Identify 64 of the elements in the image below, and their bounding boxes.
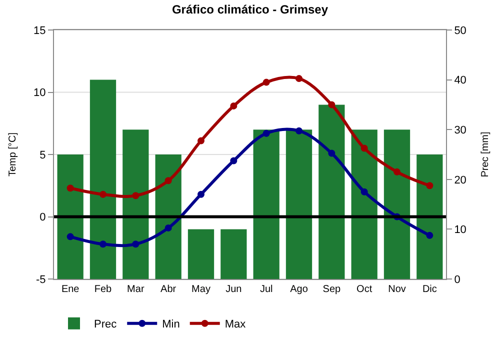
bar bbox=[384, 130, 410, 279]
y2-tick-label: 20 bbox=[454, 174, 466, 186]
x-tick-label: Ene bbox=[61, 284, 80, 295]
point bbox=[132, 192, 140, 200]
bar bbox=[286, 130, 312, 279]
bar bbox=[416, 154, 443, 279]
x-tick-label: Feb bbox=[94, 284, 112, 295]
x-tick-label: Oct bbox=[356, 284, 372, 295]
y-tick-label: 10 bbox=[34, 87, 46, 100]
point bbox=[198, 137, 204, 144]
y2-tick-label: 30 bbox=[454, 124, 466, 136]
y-tick-label: 0 bbox=[40, 212, 46, 224]
point bbox=[132, 240, 140, 248]
bar bbox=[155, 154, 182, 279]
point bbox=[230, 102, 238, 110]
point bbox=[198, 190, 204, 198]
point bbox=[328, 101, 336, 108]
y2-tick-label: 40 bbox=[454, 74, 466, 87]
point bbox=[164, 177, 172, 184]
y-axis-title: Temp [°C] bbox=[8, 132, 19, 177]
bar bbox=[122, 130, 149, 279]
y2-tick-label: 10 bbox=[454, 224, 466, 236]
point bbox=[296, 127, 302, 134]
point bbox=[262, 78, 270, 86]
point bbox=[360, 188, 368, 196]
bar bbox=[57, 154, 84, 279]
bar bbox=[220, 229, 247, 279]
y2-axis-title: Prec [mm] bbox=[480, 132, 491, 178]
point bbox=[66, 184, 74, 192]
point bbox=[296, 75, 302, 82]
point bbox=[66, 233, 74, 240]
point bbox=[360, 144, 368, 152]
chart-title: Gráfico climático - Grimsey bbox=[172, 2, 328, 17]
x-tick-label: Ago bbox=[290, 284, 308, 295]
point bbox=[426, 232, 434, 239]
x-tick-label: Mar bbox=[127, 284, 145, 295]
bar bbox=[90, 80, 116, 279]
point bbox=[230, 157, 238, 164]
bar bbox=[188, 229, 214, 279]
point bbox=[262, 130, 270, 137]
y2-tick-label: 50 bbox=[454, 24, 466, 37]
point bbox=[100, 240, 106, 248]
y-tick-label: -5 bbox=[36, 274, 46, 286]
x-tick-label: Jun bbox=[226, 284, 242, 295]
point bbox=[164, 224, 172, 232]
y-tick-label: 5 bbox=[40, 149, 46, 162]
point bbox=[394, 168, 400, 176]
x-tick-label: Abr bbox=[160, 284, 177, 295]
legend-label: Max bbox=[224, 318, 246, 331]
bar bbox=[351, 130, 378, 279]
x-tick-label: Sep bbox=[322, 284, 342, 295]
x-tick-label: Dic bbox=[422, 284, 437, 295]
bar bbox=[253, 130, 280, 279]
x-tick-label: May bbox=[192, 284, 210, 295]
legend-label: Prec bbox=[94, 318, 118, 331]
point bbox=[426, 182, 434, 190]
legend-label: Min bbox=[162, 318, 180, 331]
y-tick-label: 15 bbox=[34, 24, 46, 37]
x-tick-label: Jul bbox=[260, 284, 273, 295]
point bbox=[100, 190, 106, 198]
y2-tick-label: 0 bbox=[454, 274, 460, 286]
x-tick-label: Nov bbox=[388, 284, 406, 295]
bar bbox=[318, 104, 345, 279]
point bbox=[328, 150, 336, 157]
